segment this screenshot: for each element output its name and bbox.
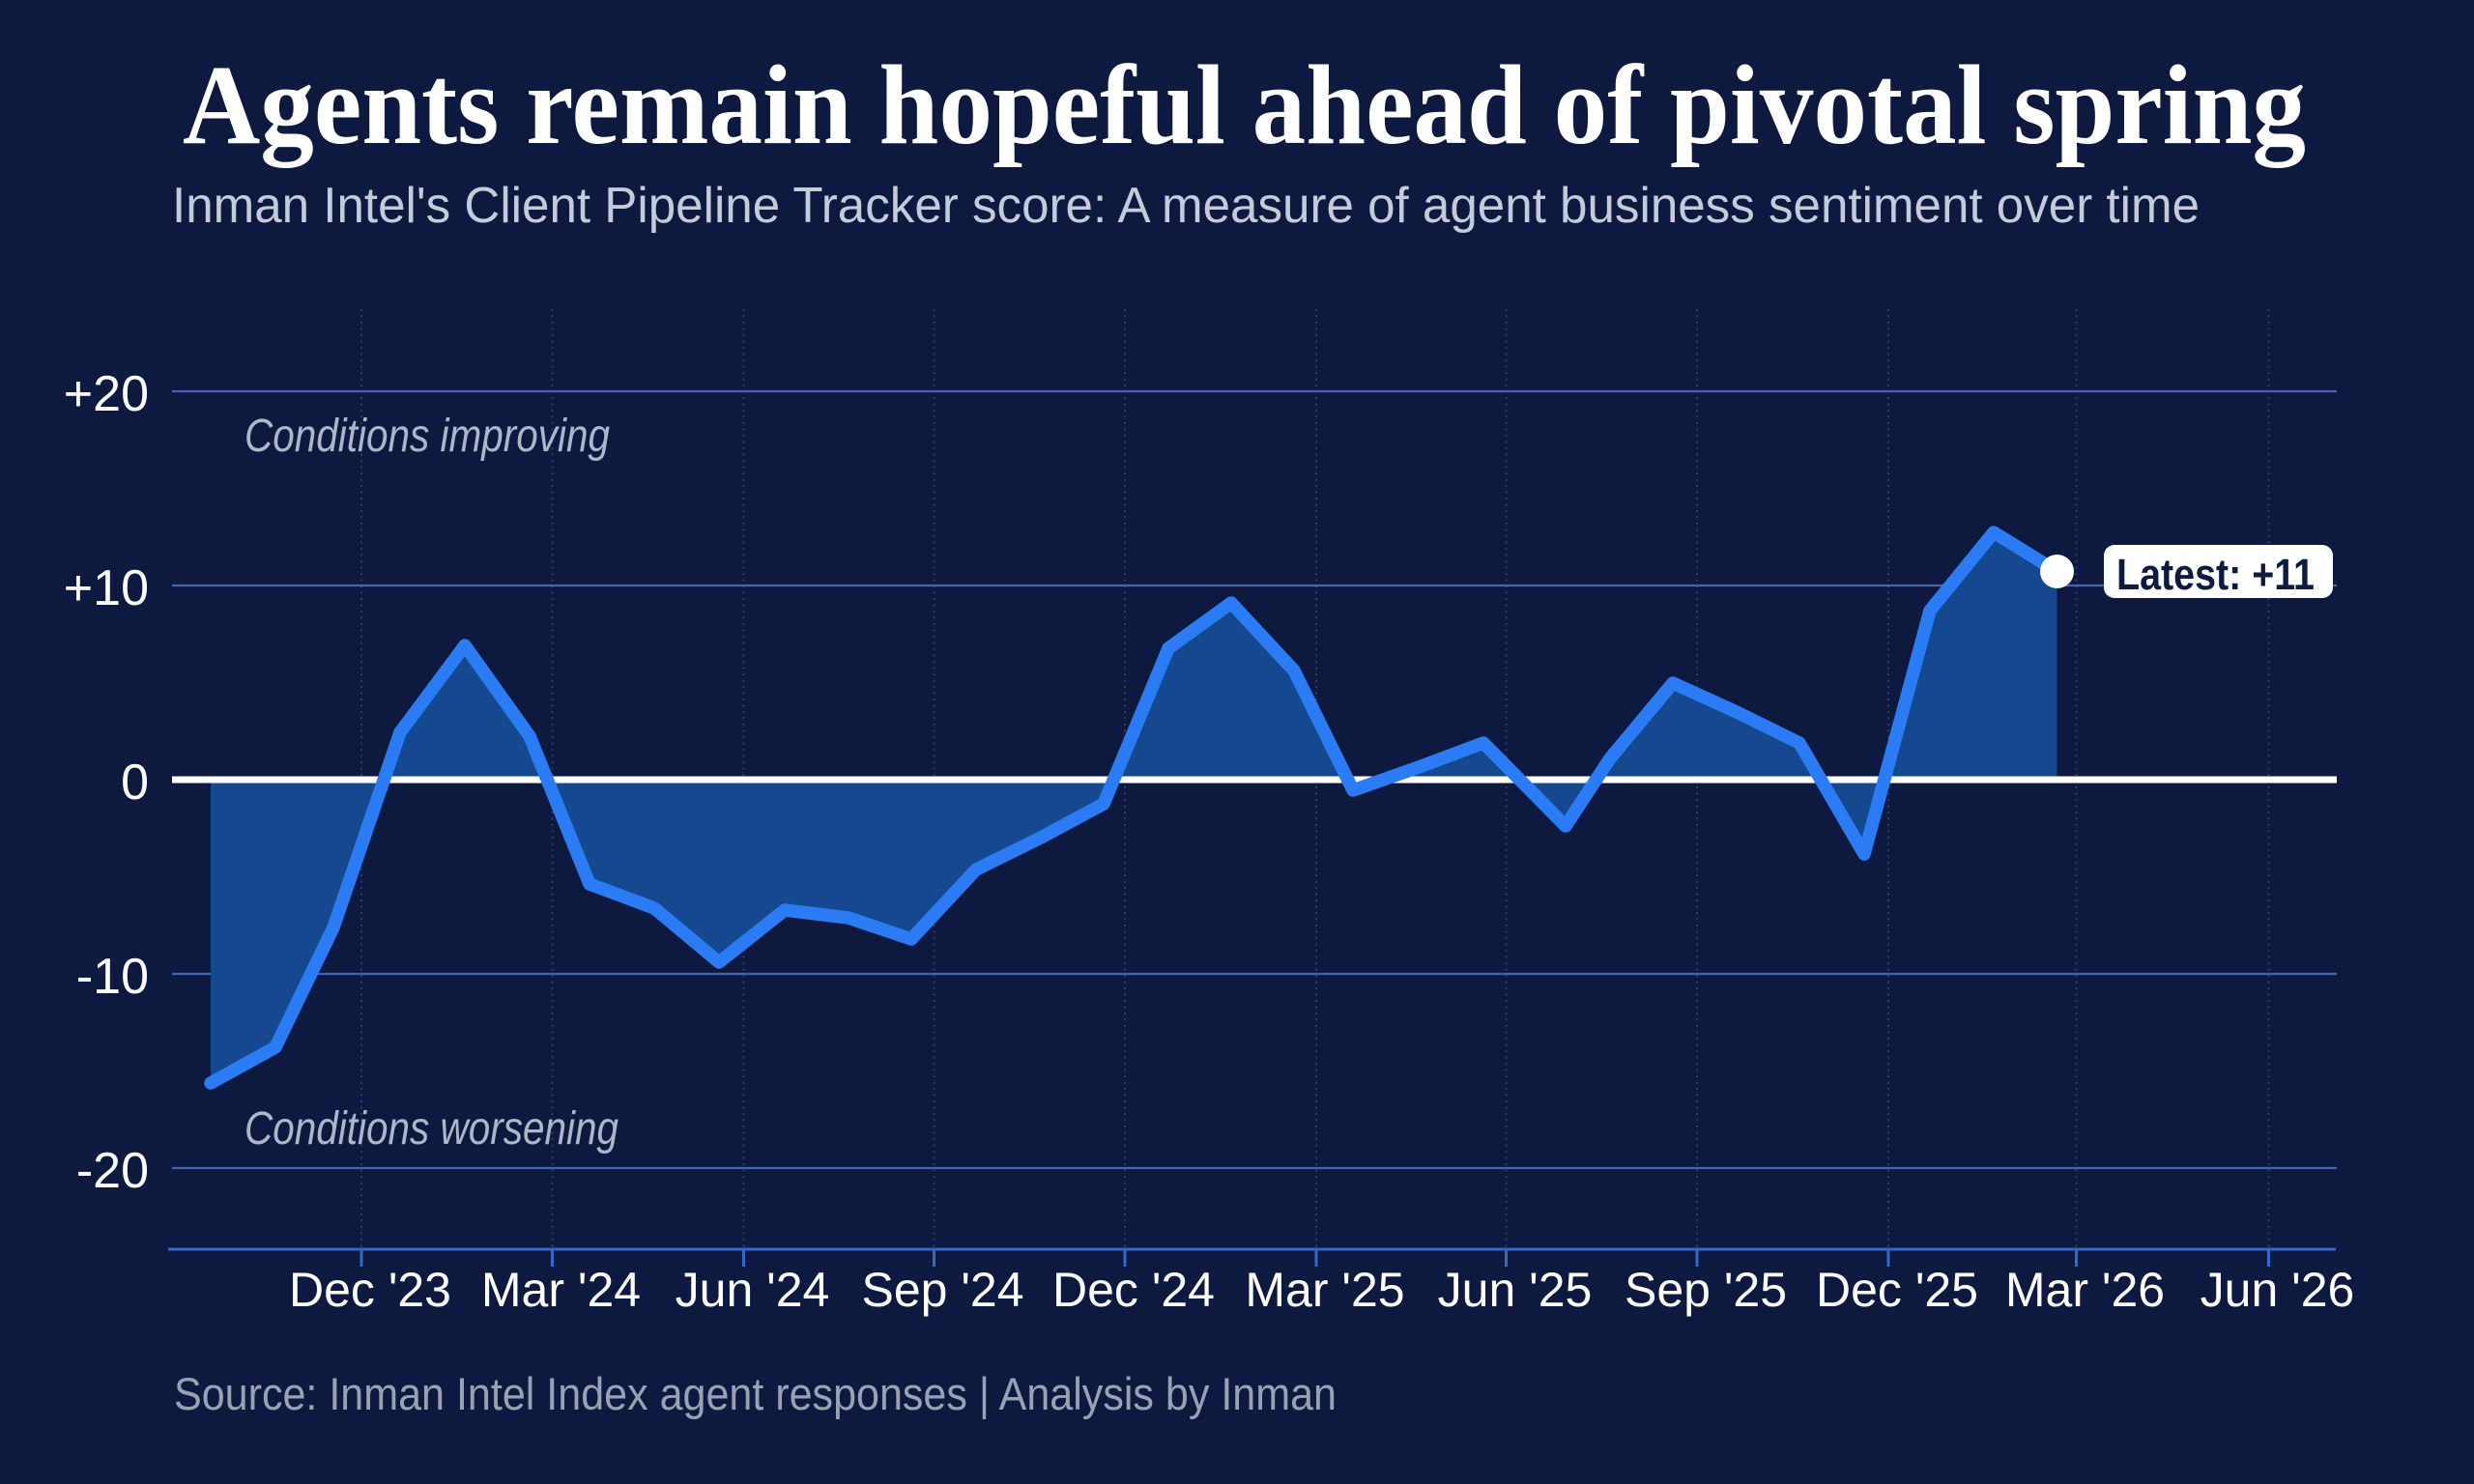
svg-text:Jun '26: Jun '26 (2201, 1263, 2355, 1317)
svg-text:-10: -10 (76, 949, 149, 1005)
svg-text:Source: Inman Intel Index agen: Source: Inman Intel Index agent response… (174, 1368, 1337, 1419)
svg-text:+20: +20 (64, 366, 149, 422)
svg-text:0: 0 (121, 755, 149, 811)
svg-text:-20: -20 (76, 1143, 149, 1199)
svg-text:Conditions improving: Conditions improving (245, 411, 610, 462)
svg-text:Dec '23: Dec '23 (289, 1263, 451, 1317)
svg-text:Dec '24: Dec '24 (1052, 1263, 1215, 1317)
svg-text:Mar '24: Mar '24 (481, 1263, 641, 1317)
svg-text:Mar '26: Mar '26 (2005, 1263, 2165, 1317)
svg-text:Conditions worsening: Conditions worsening (245, 1103, 618, 1155)
svg-text:Sep '24: Sep '24 (861, 1263, 1023, 1317)
svg-text:Mar '25: Mar '25 (1245, 1263, 1404, 1317)
svg-text:Inman Intel's Client Pipeline: Inman Intel's Client Pipeline Tracker sc… (172, 178, 2200, 234)
svg-text:Latest: +11: Latest: +11 (2116, 550, 2315, 599)
svg-text:Sep '25: Sep '25 (1625, 1263, 1787, 1317)
svg-text:Jun '25: Jun '25 (1438, 1263, 1593, 1317)
svg-text:Dec '25: Dec '25 (1816, 1263, 1978, 1317)
svg-text:Agents remain hopeful ahead of: Agents remain hopeful ahead of pivotal s… (183, 42, 2306, 168)
svg-text:+10: +10 (64, 560, 149, 616)
svg-text:Jun '24: Jun '24 (676, 1263, 830, 1317)
